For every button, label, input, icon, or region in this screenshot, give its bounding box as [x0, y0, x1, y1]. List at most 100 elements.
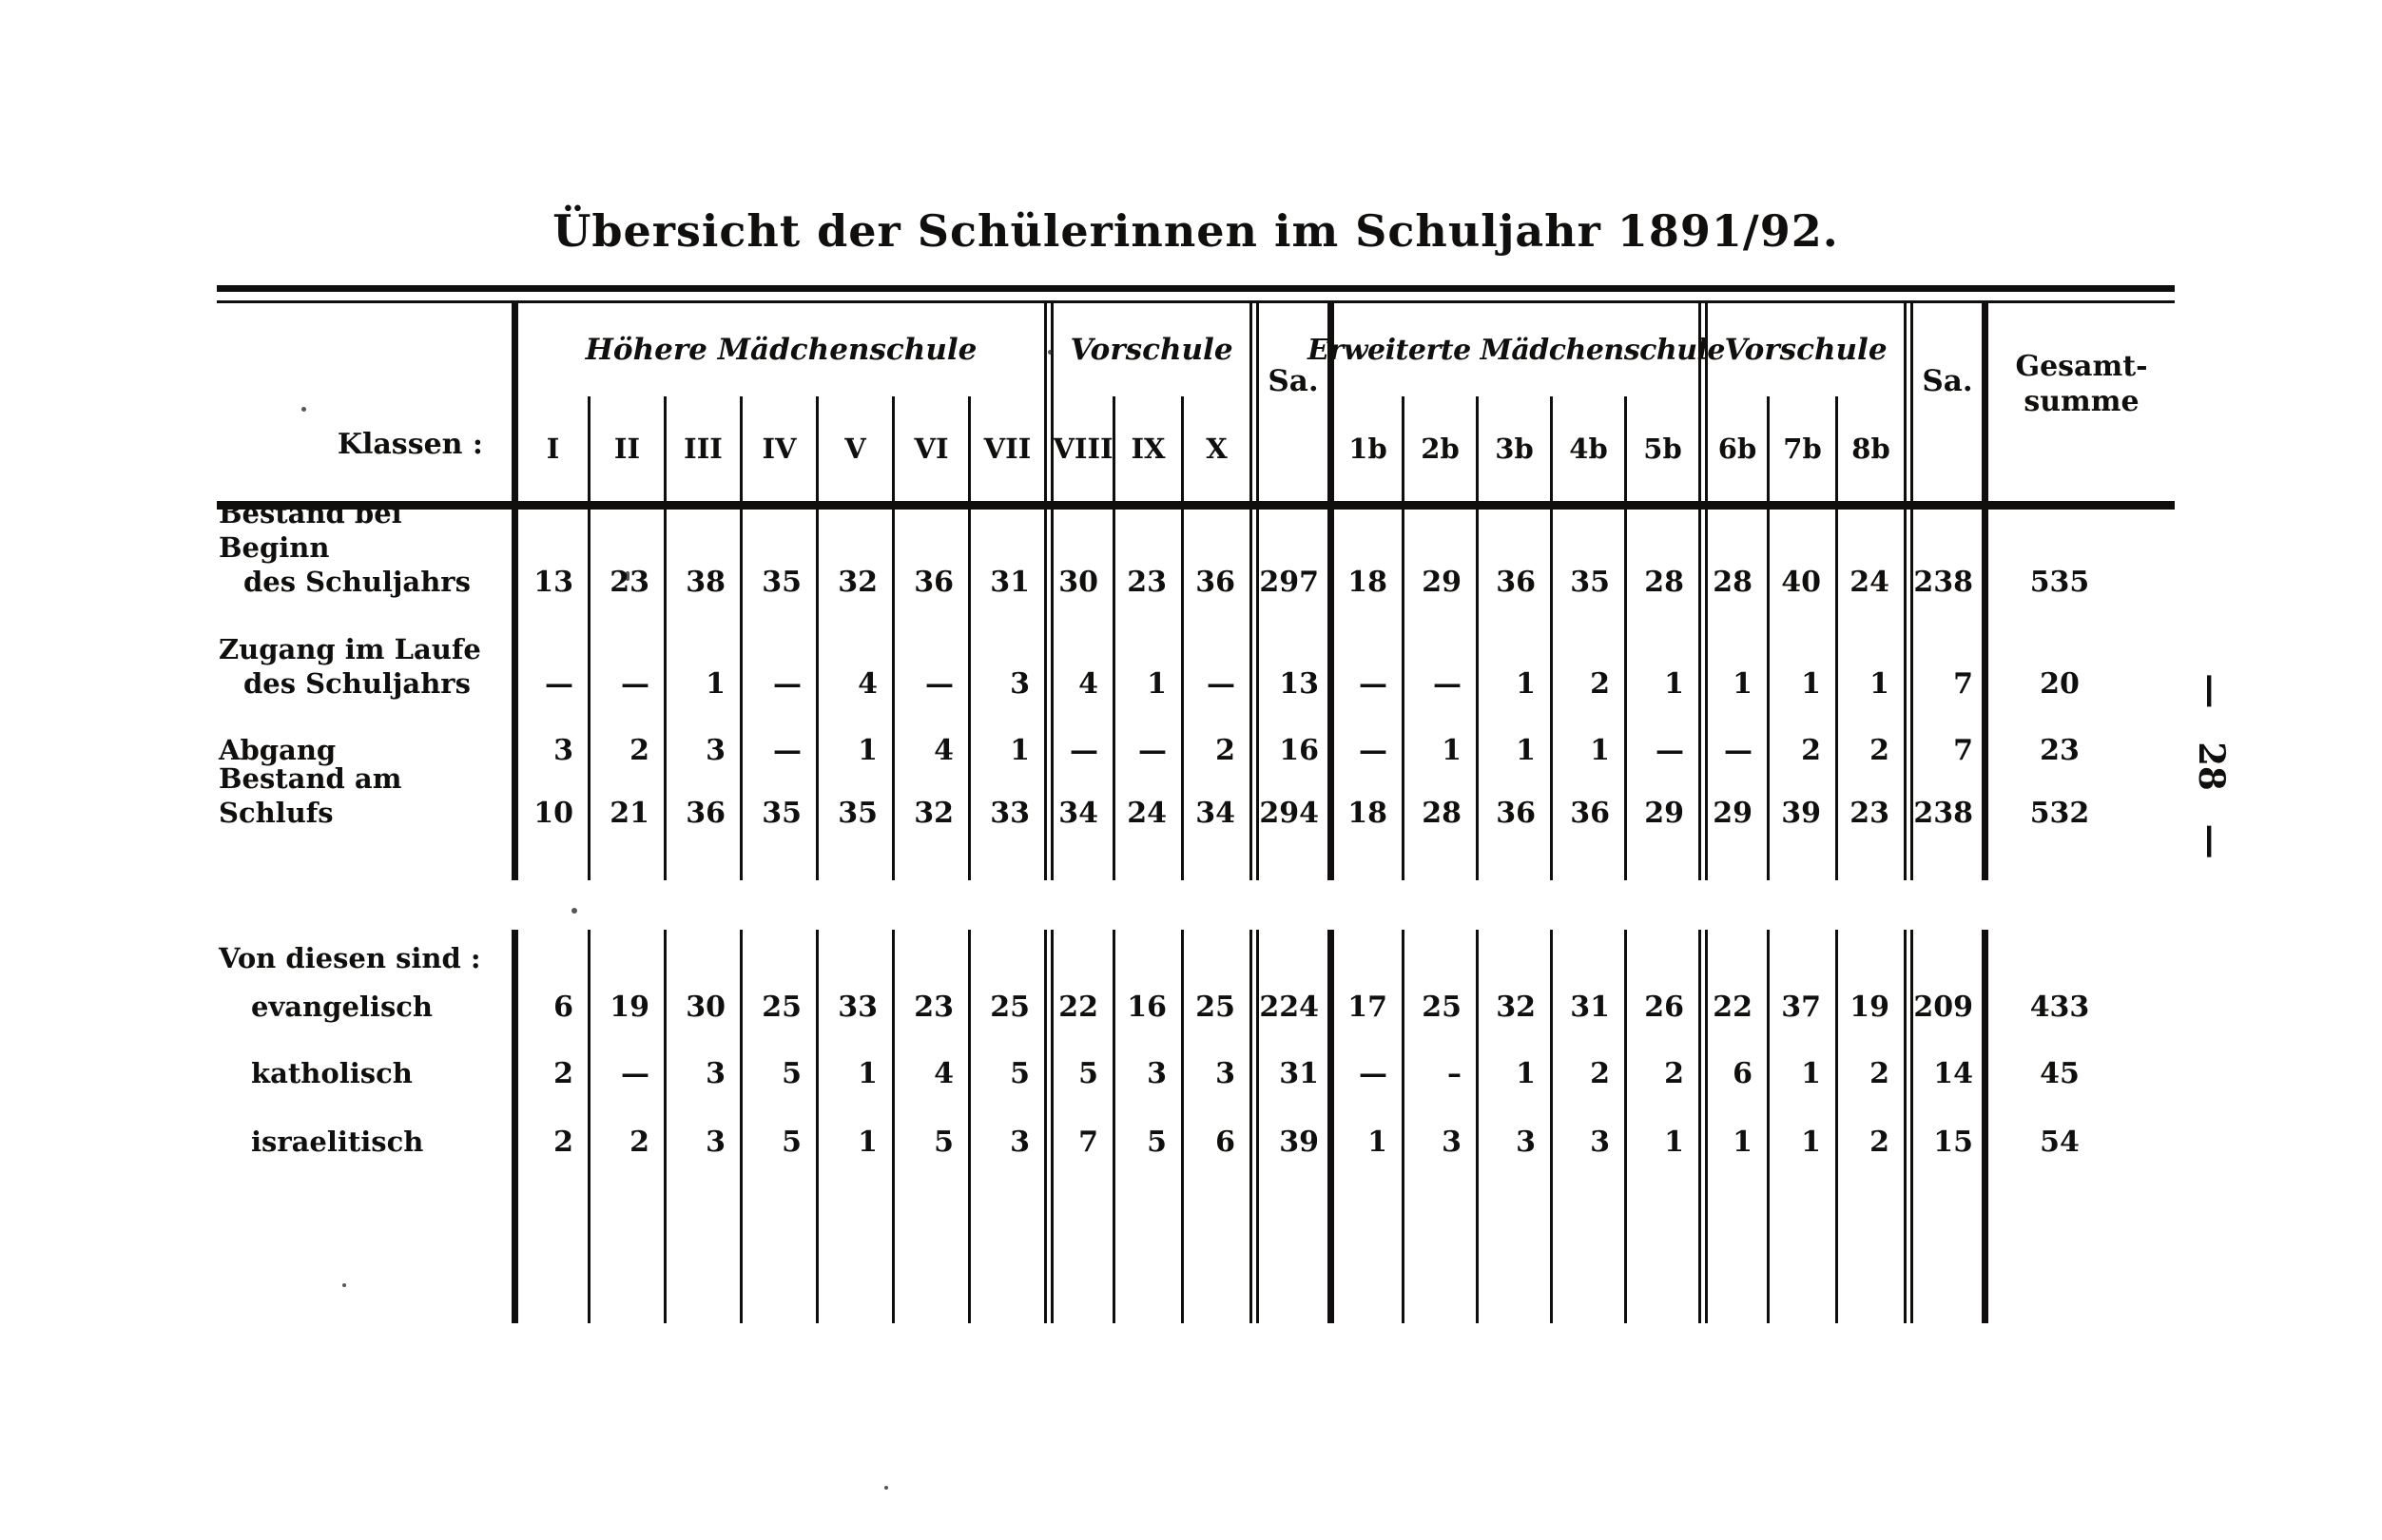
table-cell	[1113, 1179, 1181, 1323]
row-label: katholisch	[217, 1042, 512, 1110]
table-cell	[588, 930, 664, 977]
table-cell: 36	[1476, 510, 1550, 624]
table-cell: 25	[1402, 977, 1476, 1042]
table-cell: 2	[1767, 703, 1835, 772]
table-cell: 1	[1550, 703, 1624, 772]
table-cell	[1767, 1179, 1835, 1323]
row-label-line: Bestand bei Beginn	[219, 497, 402, 564]
table-cell: 2	[1835, 1110, 1904, 1179]
class-label: II	[588, 396, 664, 501]
table-cell: 35	[816, 772, 892, 833]
table-cell: 5	[740, 1110, 816, 1179]
table-cell: 36	[1181, 510, 1249, 624]
table-cell	[1904, 833, 1982, 880]
table-cell	[1550, 1179, 1624, 1323]
table-cell: 14	[1904, 1042, 1982, 1110]
table-cell: —	[588, 624, 664, 703]
group-hoehere-maedchenschule: Höhere Mädchenschule I II III IV V VI VI…	[512, 303, 1044, 501]
table-cell: 1	[1698, 1110, 1767, 1179]
table-cell: —	[588, 1042, 664, 1110]
table-cell: 2	[588, 1110, 664, 1179]
scan-speck	[884, 1486, 888, 1490]
row-label: israelitisch	[217, 1110, 512, 1179]
table-cell: 238	[1904, 510, 1982, 624]
class-label: IV	[740, 396, 816, 501]
table-cell	[1550, 833, 1624, 880]
gesamtsumme-label-line: Gesamt-	[2015, 349, 2148, 383]
table-cell	[1249, 930, 1327, 977]
table-cell	[816, 930, 892, 977]
table-cell: —	[1327, 1042, 1402, 1110]
table-cell: 22	[1044, 977, 1113, 1042]
table-cell: 31	[968, 510, 1044, 624]
table-cell: 15	[1904, 1110, 1982, 1179]
table-cell: 45	[1982, 1042, 2175, 1110]
table-cell: 36	[664, 772, 740, 833]
table-cell	[1904, 930, 1982, 977]
table-cell: 1	[1327, 1110, 1402, 1179]
table-cell: 25	[1181, 977, 1249, 1042]
class-label: 7b	[1767, 396, 1835, 501]
table-cell	[892, 833, 968, 880]
table-cell	[1624, 930, 1698, 977]
table-cell: 23	[892, 977, 968, 1042]
table-cell: 34	[1044, 772, 1113, 833]
table-cell: 1	[1624, 1110, 1698, 1179]
table-cell	[1476, 930, 1550, 977]
table-cell: 3	[1113, 1042, 1181, 1110]
table-cell	[588, 833, 664, 880]
table-cell: 5	[892, 1110, 968, 1179]
table-cell: 433	[1982, 977, 2175, 1042]
table-cell: 19	[588, 977, 664, 1042]
table-cell: 30	[664, 977, 740, 1042]
table-cell	[740, 930, 816, 977]
table-cell	[1835, 1179, 1904, 1323]
row-label-line: evangelisch	[251, 991, 434, 1023]
table-cell: 209	[1904, 977, 1982, 1042]
table-cell: –	[1402, 1042, 1476, 1110]
row-label-line: Abgang	[219, 734, 337, 766]
table-cell	[1113, 833, 1181, 880]
table-cell	[1835, 930, 1904, 977]
class-labels: I II III IV V VI VII	[518, 396, 1044, 501]
table-cell: 7	[1044, 1110, 1113, 1179]
table-cell	[1327, 1179, 1402, 1323]
table-cell	[1181, 930, 1249, 977]
table-cell: 25	[968, 977, 1044, 1042]
table-cell	[740, 833, 816, 880]
table-cell: 20	[1982, 624, 2175, 703]
table-cell: 32	[816, 510, 892, 624]
table-cell	[664, 930, 740, 977]
table-cell: 1	[816, 1042, 892, 1110]
class-label: IX	[1113, 396, 1181, 501]
table-cell: 36	[892, 510, 968, 624]
table-cell: 22	[1698, 977, 1767, 1042]
table-cell: 7	[1904, 703, 1982, 772]
table-cell	[1327, 833, 1402, 880]
class-labels: VIII IX X	[1053, 396, 1249, 501]
group-label: Vorschule	[1724, 333, 1888, 367]
table-cell: 294	[1249, 772, 1327, 833]
table-cell: 2	[1835, 703, 1904, 772]
table-cell: 18	[1327, 510, 1402, 624]
table-cell: 23	[1835, 772, 1904, 833]
class-labels: 6b 7b 8b	[1708, 396, 1904, 501]
summe-label: Sa.	[1268, 364, 1319, 398]
class-label: 2b	[1402, 396, 1476, 501]
table-cell: —	[892, 624, 968, 703]
scan-speck	[626, 571, 629, 581]
table-cell: 39	[1249, 1110, 1327, 1179]
row-label: Bestand bei Beginn des Schuljahrs	[217, 497, 512, 624]
row-label-line: Zugang im Laufe	[219, 633, 481, 665]
row-label-line: Bestand am Schlufs	[219, 762, 402, 829]
table-cell: —	[1327, 703, 1402, 772]
table-header-row: Klassen : Höhere Mädchenschule I II III …	[217, 303, 2175, 501]
scan-speck	[1048, 350, 1053, 355]
table-cell: 238	[1904, 772, 1982, 833]
table-cell	[1982, 1179, 2175, 1323]
table-cell	[1402, 1179, 1476, 1323]
class-labels: 1b 2b 3b 4b 5b	[1334, 396, 1698, 501]
table-cell: 6	[1698, 1042, 1767, 1110]
table-cell: 7	[1904, 624, 1982, 703]
